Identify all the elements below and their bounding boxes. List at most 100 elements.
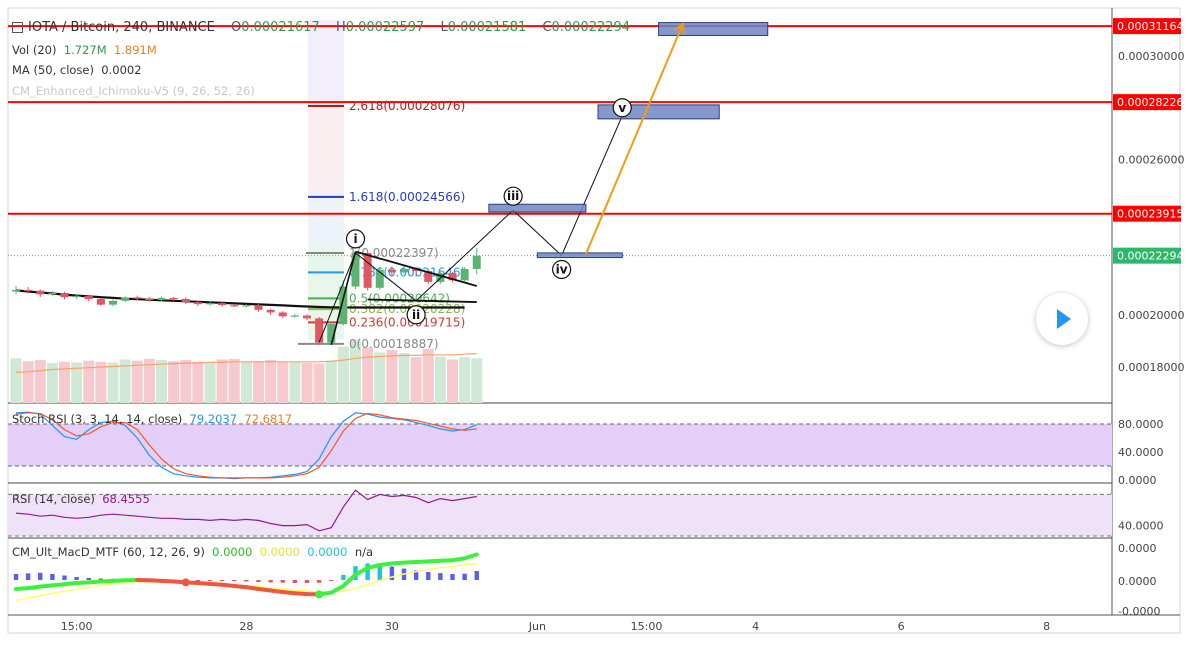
candle-body (85, 296, 93, 299)
macd-histogram-bar (450, 574, 454, 580)
price-badge-label: 0.00031164 (1117, 20, 1183, 33)
ma-legend: MA (50, close) 0.0002 (12, 63, 142, 77)
volume-bar (108, 362, 119, 403)
macd-histogram-bar (341, 575, 345, 580)
time-tick-label: 4 (752, 620, 759, 633)
volume-legend: Vol (20) 1.727M 1.891M (12, 43, 157, 57)
candle-body (182, 299, 190, 302)
macd-histogram-bar (14, 574, 18, 580)
macd-histogram-bar (438, 573, 442, 580)
collapse-icon[interactable] (12, 22, 23, 33)
volume-bar (411, 357, 422, 403)
wave-label-text: iii (507, 189, 519, 203)
rsi-label: RSI (14, close) (12, 492, 95, 506)
fib-level-label: 0.5(0.00020642) (349, 291, 450, 305)
stoch-d-value: 72.6817 (244, 412, 292, 426)
volume-bar (362, 348, 373, 403)
time-tick-label: Jun (528, 620, 546, 633)
stoch-k-value: 79.2037 (190, 412, 238, 426)
candle-body (48, 293, 56, 294)
volume-label: Vol (20) (12, 43, 56, 57)
macd-cross-down-marker (182, 578, 190, 586)
high-label: H (336, 20, 346, 35)
volume-bar (11, 358, 22, 403)
candle-body (145, 298, 153, 300)
volume-bar (180, 360, 191, 403)
rsi-band (8, 494, 1112, 536)
volume-bar (338, 347, 349, 403)
macd-histogram-bar (220, 580, 224, 581)
macd-value-4: n/a (355, 545, 373, 559)
volume-bar (35, 360, 46, 403)
volume-bar (229, 359, 240, 403)
macd-histogram-bar (256, 580, 260, 582)
volume-bar (192, 362, 203, 403)
candle-body (218, 303, 226, 305)
time-tick-label: 30 (385, 620, 399, 633)
candle-body (170, 298, 178, 299)
time-tick-label: 15:00 (61, 620, 93, 633)
open-label: O (231, 20, 241, 35)
fib-level-label: 1.618(0.00024566) (349, 190, 465, 204)
candle-body (158, 298, 166, 300)
stoch-tick-label: 80.0000 (1118, 418, 1164, 431)
candle-body (73, 296, 81, 297)
volume-bar (386, 350, 397, 403)
volume-value-1: 1.727M (64, 43, 107, 57)
candle-body (133, 297, 141, 298)
volume-bar (23, 361, 34, 403)
candle-body (230, 305, 238, 306)
time-tick-label: 6 (898, 620, 905, 633)
candle-body (291, 316, 299, 317)
macd-value-2: 0.0000 (260, 545, 300, 559)
volume-bar (374, 352, 385, 403)
candle-body (388, 270, 396, 273)
candle-body (315, 318, 323, 342)
macd-histogram-bar (317, 580, 321, 583)
volume-bar (447, 359, 458, 403)
macd-cross-up-marker (315, 590, 323, 598)
price-badge-label: 0.00022294 (1117, 250, 1183, 263)
macd-value-1: 0.0000 (212, 545, 252, 559)
play-button[interactable] (1036, 293, 1088, 345)
volume-bar (302, 363, 313, 403)
symbol-title: IOTA / Bitcoin, 240, BINANCE (28, 20, 215, 35)
candle-body (109, 301, 117, 305)
candle-body (279, 312, 287, 316)
candle-body (400, 269, 408, 272)
volume-bar (399, 353, 410, 403)
candle-body (194, 302, 202, 304)
volume-bar (217, 359, 228, 403)
macd-histogram-bar (462, 574, 466, 580)
macd-line-segment (465, 555, 477, 559)
candle-body (461, 269, 469, 280)
close-value: 0.00022294 (551, 20, 630, 35)
volume-bar (314, 364, 325, 403)
target-box (537, 253, 622, 258)
wave-label-text: iv (556, 262, 568, 276)
macd-histogram-bar (62, 576, 66, 581)
macd-histogram-bar (293, 580, 297, 583)
rsi-value: 68.4555 (102, 492, 150, 506)
macd-histogram-bar (38, 573, 42, 580)
wave-label-text: v (618, 101, 626, 115)
stoch-legend: Stoch RSI (3, 3, 14, 14, close) 79.2037 … (12, 412, 292, 426)
candle-body (36, 291, 44, 295)
volume-bar (253, 361, 264, 403)
price-tick-label: 0.00026000 (1118, 154, 1184, 167)
candle-body (97, 299, 105, 305)
ichimoku-label: CM_Enhanced_Ichimoku-V5 (9, 26, 52, 26) (12, 84, 255, 98)
volume-bar (326, 361, 337, 403)
macd-histogram-bar (305, 580, 309, 583)
macd-tick-label: 0.0000 (1118, 542, 1157, 555)
candle-body (473, 256, 481, 269)
candle-body (121, 297, 129, 300)
candle-body (364, 253, 372, 288)
rsi-tick-label: 40.0000 (1118, 520, 1164, 533)
projection-arrow-line (586, 24, 683, 254)
volume-bar (59, 362, 70, 403)
volume-bar (95, 362, 106, 403)
volume-bar (423, 349, 434, 403)
price-tick-label: 0.00020000 (1118, 309, 1184, 322)
